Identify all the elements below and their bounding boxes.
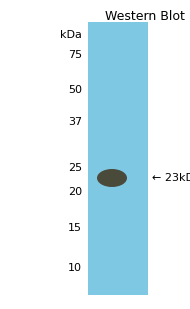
Text: 10: 10 <box>68 263 82 273</box>
Ellipse shape <box>97 169 127 187</box>
Text: 15: 15 <box>68 223 82 233</box>
Text: 25: 25 <box>68 163 82 173</box>
Bar <box>88 22 148 295</box>
Text: kDa: kDa <box>60 30 82 40</box>
Text: 20: 20 <box>68 187 82 197</box>
Text: ← 23kDa: ← 23kDa <box>152 173 190 183</box>
Text: 50: 50 <box>68 85 82 95</box>
Text: 75: 75 <box>68 50 82 60</box>
Text: Western Blot: Western Blot <box>105 10 185 23</box>
Text: 37: 37 <box>68 117 82 127</box>
